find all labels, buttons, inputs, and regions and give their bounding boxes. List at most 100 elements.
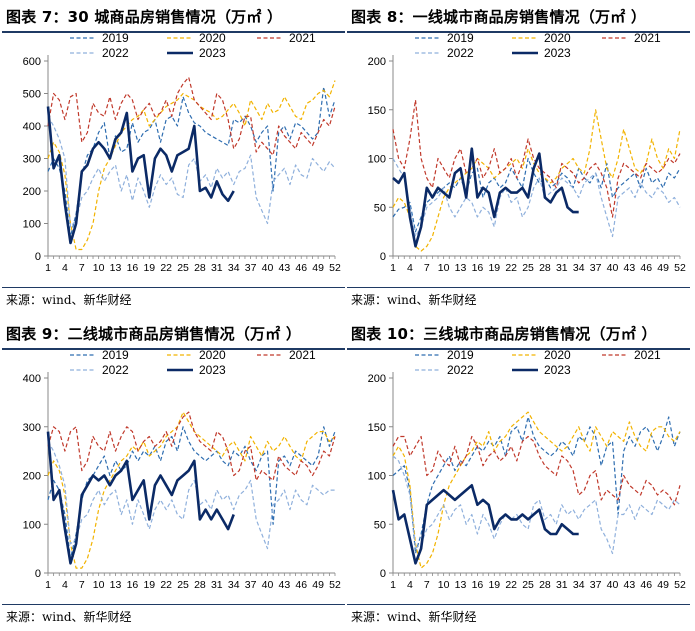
x-tick-label: 34 [228, 262, 240, 274]
legend-label-2022: 2022 [447, 363, 474, 377]
title-rule [2, 348, 345, 350]
panel-title: 图表 9：二线城市商品房销售情况（万㎡ ） [6, 325, 302, 343]
x-tick-label: 1 [390, 262, 396, 274]
y-tick-label: 300 [23, 422, 41, 434]
x-tick-label: 1 [45, 262, 51, 274]
x-tick-label: 25 [177, 262, 189, 274]
panel-title: 图表 8：一线城市商品房销售情况（万㎡ ） [351, 8, 647, 26]
x-tick-label: 37 [590, 262, 602, 274]
x-tick-label: 46 [295, 262, 307, 274]
x-tick-label: 34 [573, 579, 585, 591]
legend-label-2022: 2022 [102, 46, 129, 60]
y-tick-label: 400 [23, 121, 41, 133]
y-tick-label: 300 [23, 154, 41, 166]
series-line-2019 [392, 157, 681, 233]
x-tick-label: 40 [607, 262, 619, 274]
line-chart: 0 50 100 150 200 1 4 7 10 13 16 19 22 25 28 31 34 37 40 43 4… [368, 350, 686, 591]
x-tick-label: 16 [127, 262, 139, 274]
x-tick-label: 43 [279, 579, 291, 591]
series-line-2021 [47, 411, 336, 481]
y-tick-label: 0 [380, 251, 386, 263]
x-tick-label: 28 [194, 262, 206, 274]
series-line-2019 [47, 426, 336, 559]
line-chart: 0 100 200 300 400 500 600 1 4 7 10 13 16 19 22 25 28 31 34… [23, 33, 341, 274]
x-tick-label: 28 [539, 262, 551, 274]
series-line-2020 [392, 109, 681, 252]
x-tick-label: 37 [590, 579, 602, 591]
y-tick-label: 200 [23, 471, 41, 483]
x-tick-label: 7 [424, 579, 430, 591]
legend-label-2022: 2022 [102, 363, 129, 377]
y-tick-label: 100 [23, 219, 41, 231]
x-tick-label: 4 [407, 262, 413, 274]
source-rule [2, 287, 345, 288]
x-tick-label: 19 [143, 579, 155, 591]
source-rule [347, 604, 690, 605]
legend-label-2023: 2023 [544, 46, 571, 60]
x-tick-label: 49 [657, 579, 669, 591]
x-tick-label: 4 [407, 579, 413, 591]
x-tick-label: 10 [438, 262, 450, 274]
title-rule [347, 31, 690, 33]
line-chart: 0 50 100 150 200 1 4 7 10 13 16 19 22 25 28 31 34 37 40 43 4… [368, 33, 686, 274]
source-note: 来源：wind、新华财经 [351, 610, 477, 624]
x-tick-label: 43 [279, 262, 291, 274]
y-tick-label: 100 [23, 519, 41, 531]
legend-label-2023: 2023 [544, 363, 571, 377]
x-tick-label: 7 [79, 262, 85, 274]
x-tick-label: 46 [640, 579, 652, 591]
x-tick-label: 40 [607, 579, 619, 591]
series-line-2019 [392, 416, 681, 555]
y-tick-label: 200 [23, 186, 41, 198]
x-tick-label: 28 [539, 579, 551, 591]
series-line-2020 [392, 411, 681, 569]
series-line-2021 [47, 76, 336, 156]
legend-label-2020: 2020 [544, 33, 571, 45]
series-line-2019 [47, 86, 336, 238]
x-tick-label: 19 [143, 262, 155, 274]
y-tick-label: 150 [368, 105, 386, 117]
x-tick-label: 31 [211, 262, 223, 274]
x-tick-label: 49 [657, 262, 669, 274]
chart-panel-tier3-cities: 图表 10：三线城市商品房销售情况（万㎡ ） 0 50 100 150 200 1 4 7 10… [347, 319, 690, 631]
x-tick-label: 49 [312, 579, 324, 591]
x-tick-label: 22 [160, 262, 172, 274]
x-tick-label: 31 [556, 262, 568, 274]
title-rule [347, 348, 690, 350]
x-tick-label: 52 [329, 579, 341, 591]
x-tick-label: 16 [472, 262, 484, 274]
legend-label-2019: 2019 [102, 350, 129, 362]
x-tick-label: 7 [424, 262, 430, 274]
y-tick-label: 400 [23, 373, 41, 385]
legend-label-2020: 2020 [199, 350, 226, 362]
legend-label-2021: 2021 [634, 350, 661, 362]
x-tick-label: 16 [127, 579, 139, 591]
source-note: 来源：wind、新华财经 [6, 293, 132, 307]
x-tick-label: 22 [160, 579, 172, 591]
x-tick-label: 43 [624, 262, 636, 274]
x-tick-label: 31 [556, 579, 568, 591]
legend-label-2021: 2021 [289, 33, 316, 45]
y-tick-label: 0 [35, 568, 41, 580]
legend-label-2019: 2019 [102, 33, 129, 45]
source-rule [2, 604, 345, 605]
series-line-2020 [47, 411, 336, 569]
y-tick-label: 150 [368, 422, 386, 434]
series-line-2020 [47, 80, 336, 251]
legend-label-2019: 2019 [447, 33, 474, 45]
chart-panel-tier2-cities: 图表 9：二线城市商品房销售情况（万㎡ ） 0 100 200 300 400 1 4 7 10… [2, 319, 345, 631]
x-tick-label: 19 [488, 579, 500, 591]
x-tick-label: 49 [312, 262, 324, 274]
x-tick-label: 19 [488, 262, 500, 274]
x-tick-label: 10 [93, 579, 105, 591]
x-tick-label: 4 [62, 579, 68, 591]
x-tick-label: 37 [245, 579, 257, 591]
x-tick-label: 10 [438, 579, 450, 591]
legend-label-2019: 2019 [447, 350, 474, 362]
y-tick-label: 100 [368, 471, 386, 483]
x-tick-label: 25 [177, 579, 189, 591]
series-line-2021 [392, 435, 681, 506]
line-chart: 0 100 200 300 400 1 4 7 10 13 16 19 22 25 28 31 34 37 40 43… [23, 350, 341, 591]
x-tick-label: 13 [455, 579, 467, 591]
source-rule [347, 287, 690, 288]
